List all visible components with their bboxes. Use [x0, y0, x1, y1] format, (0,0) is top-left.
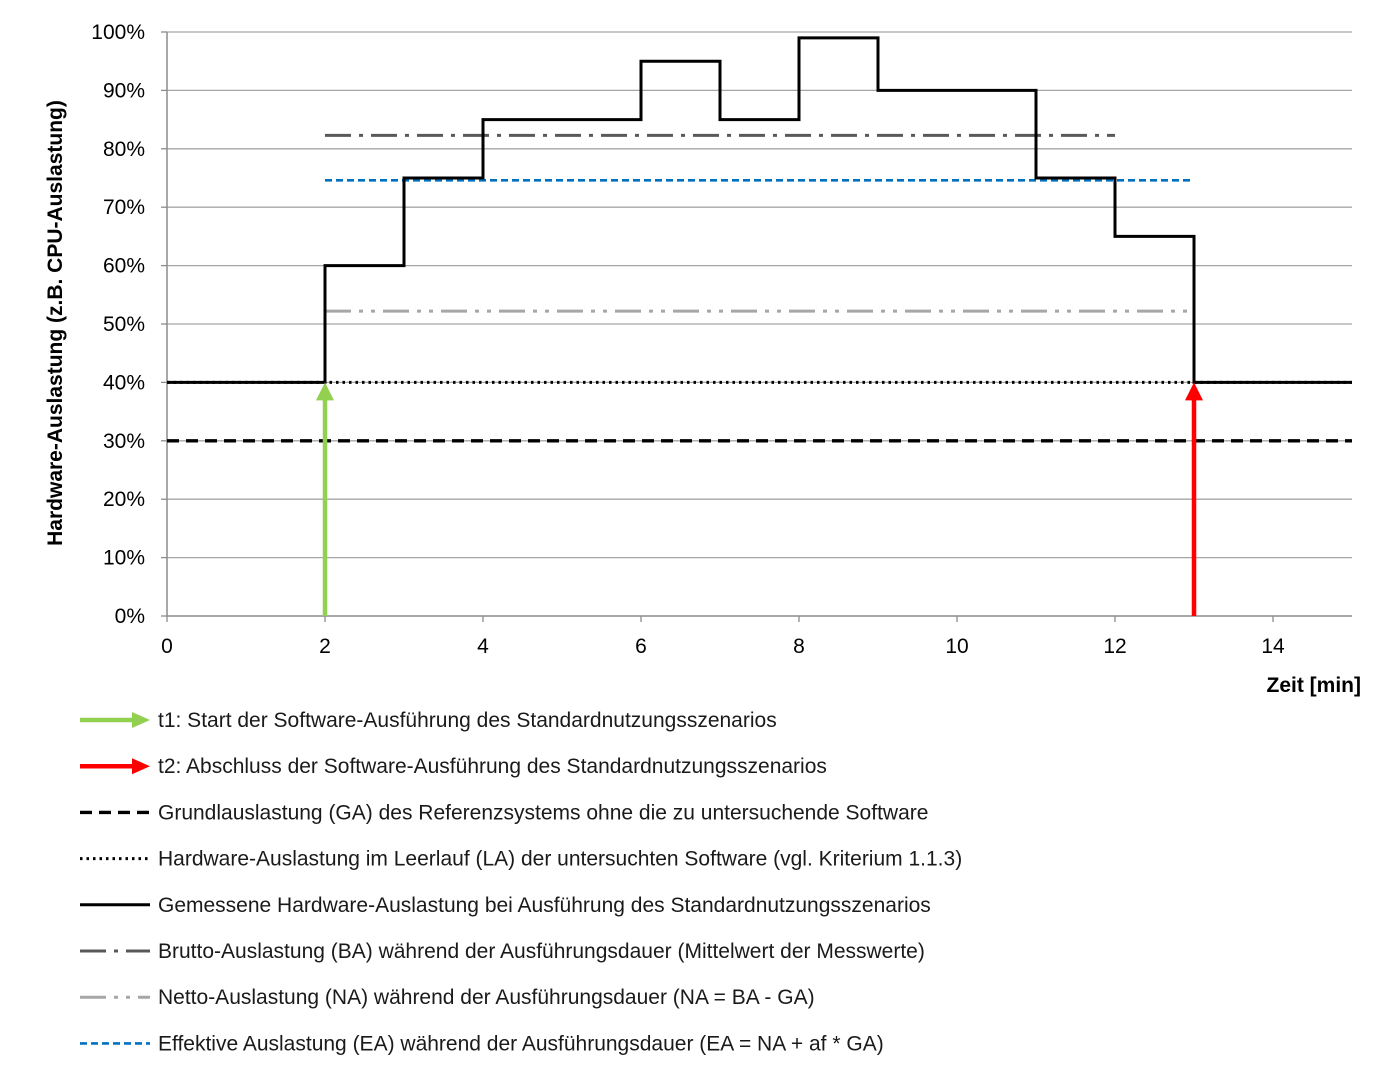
y-tick-label: 70% — [103, 196, 145, 219]
legend-label-t2: t2: Abschluss der Software-Ausführung de… — [158, 755, 827, 778]
x-tick-label: 4 — [477, 635, 489, 658]
y-tick-label: 80% — [103, 138, 145, 161]
legend-label-ba: Brutto-Auslastung (BA) während der Ausfü… — [158, 940, 925, 963]
gridlines — [167, 31, 1352, 559]
series — [167, 36, 1352, 616]
y-tick-label: 30% — [103, 430, 145, 453]
y-tick-label: 40% — [103, 371, 145, 394]
x-tick-label: 0 — [161, 635, 173, 658]
x-tick-label: 6 — [635, 635, 647, 658]
legend-label-la: Hardware-Auslastung im Leerlauf (LA) der… — [158, 848, 962, 871]
y-axis-label: Hardware-Auslastung (z.B. CPU-Auslastung… — [44, 100, 67, 546]
legend-label-t1: t1: Start der Software-Ausführung des St… — [158, 709, 777, 732]
y-tick-label: 50% — [103, 313, 145, 336]
legend: t1: Start der Software-Ausführung des St… — [80, 709, 962, 1055]
y-tick-label: 90% — [103, 79, 145, 102]
y-tick-label: 0% — [115, 605, 145, 628]
legend-label-na: Netto-Auslastung (NA) während der Ausfüh… — [158, 986, 815, 1009]
legend-label-ea: Effektive Auslastung (EA) während der Au… — [158, 1032, 884, 1055]
y-tick-label: 60% — [103, 255, 145, 278]
axes — [161, 31, 1352, 622]
y-tick-label: 100% — [91, 21, 145, 44]
t2-arrow-head — [1185, 382, 1203, 401]
x-tick-label: 10 — [945, 635, 968, 658]
x-tick-labels: 0 2 4 6 8 10 12 14 — [161, 635, 1285, 658]
legend-label-measured: Gemessene Hardware-Auslastung bei Ausfüh… — [158, 894, 931, 917]
x-tick-label: 8 — [793, 635, 805, 658]
t2-legend-arrowhead — [132, 758, 150, 775]
t1-legend-arrowhead — [132, 712, 150, 728]
y-tick-labels: 0% 10% 20% 30% 40% 50% 60% 70% 80% 90% 100% — [91, 21, 145, 628]
y-tick-label: 20% — [103, 488, 145, 511]
x-axis-label: Zeit [min] — [1267, 674, 1362, 697]
x-tick-label: 2 — [319, 635, 331, 658]
y-tick-label: 10% — [103, 547, 145, 570]
x-tick-label: 14 — [1261, 635, 1285, 658]
measured-step-line — [167, 36, 1352, 384]
t1-arrow-head — [316, 382, 334, 401]
x-tick-label: 12 — [1103, 635, 1126, 658]
legend-label-ga: Grundlauslastung (GA) des Referenzsystem… — [158, 801, 928, 824]
